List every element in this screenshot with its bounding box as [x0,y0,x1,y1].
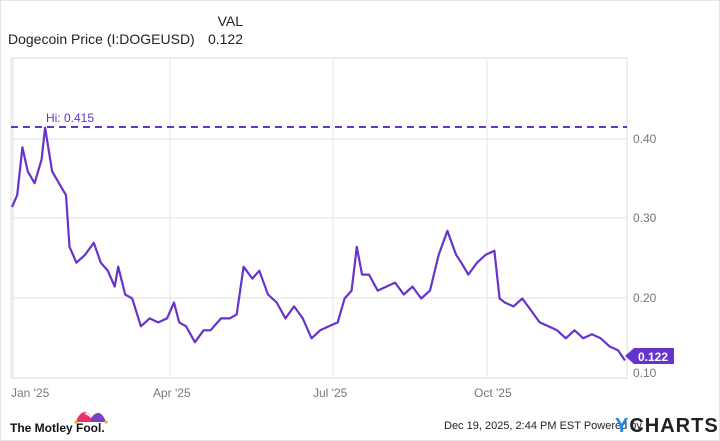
y-gridlines [11,138,627,299]
price-line [10,126,626,362]
series-name: Dogecoin Price (I:DOGEUSD) [8,31,195,47]
svg-text:Oct '25: Oct '25 [474,386,512,400]
timestamp: Dec 19, 2025, 2:44 PM EST [444,420,581,432]
ycharts-text: CHARTS [629,415,719,437]
x-axis-labels: Jan '25 Apr '25 Jul '25 Oct '25 [11,386,512,400]
ycharts-y: Y [615,415,630,437]
value-column-header: VAL [217,13,243,29]
svg-text:0.10: 0.10 [633,366,657,380]
motley-fool-logo: The Motley Fool. [10,412,108,435]
svg-text:Apr '25: Apr '25 [153,386,191,400]
last-value-badge: 0.122 [625,348,674,364]
high-label: Hi: 0.415 [46,111,94,125]
svg-text:0.20: 0.20 [633,291,657,305]
current-value: 0.122 [207,31,243,47]
powered-by: Powered by [583,420,642,432]
y-axis-labels: 0.40 0.30 0.20 0.10 [633,132,657,380]
ycharts-logo[interactable]: YCHARTS [615,415,719,438]
svg-text:Jul '25: Jul '25 [313,386,348,400]
footer-timestamp: Dec 19, 2025, 2:44 PM EST Powered by [444,420,642,432]
jester-hat-icon [74,412,108,424]
svg-text:Jan '25: Jan '25 [11,386,50,400]
logo-text: The Motley Fool. [10,421,105,435]
svg-text:0.122: 0.122 [638,350,668,364]
svg-text:0.30: 0.30 [633,211,657,225]
svg-text:0.40: 0.40 [633,132,657,146]
